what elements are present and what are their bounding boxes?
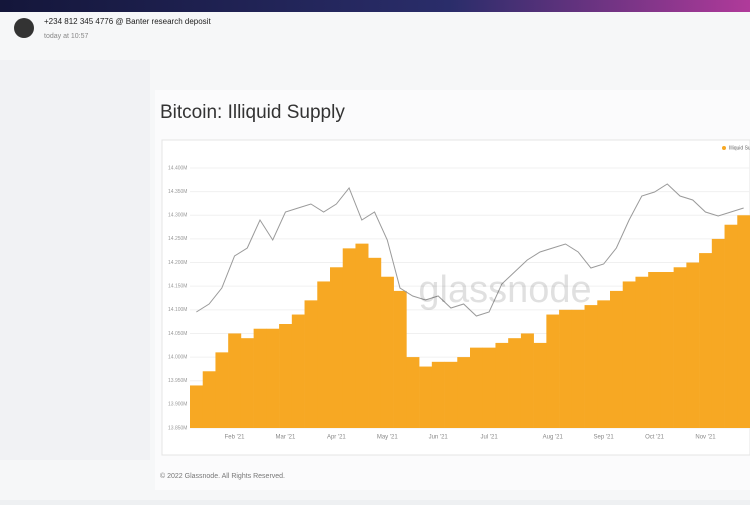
bar (457, 357, 471, 428)
y-tick-label: 14.250M (168, 236, 187, 242)
x-tick-label: Oct '21 (645, 435, 664, 441)
sender: +234 812 345 4776 @ Banter research depo… (44, 17, 211, 26)
bar (699, 253, 713, 428)
bar (240, 338, 254, 428)
bar (380, 276, 394, 428)
bar (508, 338, 522, 428)
bar (724, 224, 738, 428)
bar (406, 357, 420, 428)
x-tick-label: Jun '21 (429, 435, 449, 441)
bar (304, 300, 318, 428)
bar (559, 309, 573, 428)
bar (279, 324, 293, 428)
top-strip (0, 0, 750, 12)
time: today at 10:57 (44, 33, 88, 40)
bar (635, 276, 649, 428)
bar (622, 281, 636, 428)
y-tick-label: 14.100M (168, 307, 187, 313)
bar (317, 281, 331, 428)
y-tick-label: 13.900M (168, 402, 187, 408)
bar (482, 347, 496, 428)
bar (202, 371, 216, 428)
bar (711, 238, 725, 428)
x-tick-label: May '21 (377, 435, 398, 441)
bar (393, 290, 407, 428)
watermark: glassnode (418, 269, 591, 311)
bar (686, 262, 700, 428)
x-tick-label: Sep '21 (594, 435, 615, 441)
y-tick-label: 13.850M (168, 425, 187, 431)
bar (520, 333, 534, 428)
bar (330, 267, 344, 428)
bar (610, 290, 624, 428)
y-tick-label: 13.950M (168, 378, 187, 384)
bar (737, 215, 750, 428)
y-tick-label: 14.350M (168, 189, 187, 195)
x-tick-label: Aug '21 (543, 435, 564, 441)
bar (533, 342, 547, 428)
bar (355, 243, 369, 428)
x-tick-label: Jul '21 (481, 435, 499, 441)
x-tick-label: Apr '21 (327, 435, 346, 441)
bar (571, 309, 585, 428)
bar (597, 300, 611, 428)
sidebar (0, 60, 150, 460)
bar (546, 314, 560, 428)
y-tick-label: 14.150M (168, 284, 187, 290)
y-tick-label: 14.400M (168, 165, 187, 171)
x-tick-label: Nov '21 (695, 435, 716, 441)
avatar (14, 18, 34, 38)
bar (368, 257, 382, 428)
bar (444, 361, 458, 428)
x-tick-label: Mar '21 (276, 435, 296, 441)
bar (431, 361, 445, 428)
y-tick-label: 14.200M (168, 260, 187, 266)
bar (584, 305, 598, 428)
chart-title: Bitcoin: Illiquid Supply (160, 102, 345, 123)
bar (648, 272, 662, 428)
bar (253, 328, 267, 428)
bar (215, 352, 229, 428)
x-tick-label: Feb '21 (225, 435, 245, 441)
bar (266, 328, 280, 428)
bar (228, 333, 242, 428)
price-line (196, 183, 744, 317)
bar (470, 347, 484, 428)
bar (673, 267, 687, 428)
y-tick-label: 14.050M (168, 331, 187, 337)
legend-label: Illiquid Supply (729, 145, 750, 151)
bar (190, 385, 204, 428)
bar (660, 272, 674, 428)
footer: © 2022 Glassnode. All Rights Reserved. (160, 472, 285, 480)
y-tick-label: 14.000M (168, 354, 187, 360)
bar (342, 248, 356, 428)
bar (419, 366, 433, 428)
y-tick-label: 14.300M (168, 213, 187, 219)
bar (495, 342, 509, 428)
legend-swatch (722, 146, 726, 150)
bar (291, 314, 305, 428)
